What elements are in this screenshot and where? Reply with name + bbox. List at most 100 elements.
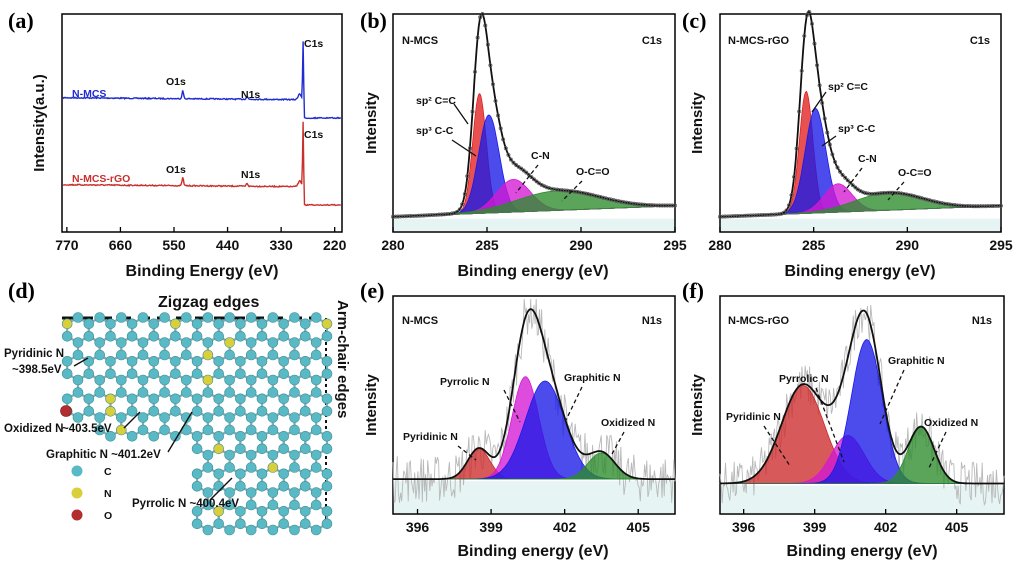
b-data-point xyxy=(665,203,670,208)
carbon-atom xyxy=(181,337,192,348)
b-data-point xyxy=(647,203,652,208)
b-data-point xyxy=(416,213,421,218)
b-data-point xyxy=(667,203,672,208)
c-data-point xyxy=(799,68,804,73)
nitrogen-atom xyxy=(105,393,116,405)
carbon-atom xyxy=(267,337,279,348)
carbon-atom xyxy=(83,355,95,367)
panel-c-xticks: 280 285 290 295 xyxy=(708,227,1013,253)
c-data-point xyxy=(769,212,774,217)
f-envelope xyxy=(720,309,1004,485)
panel-c-comp-cn: C-N xyxy=(858,153,877,165)
c-data-point xyxy=(940,201,945,206)
carbon-atom xyxy=(256,468,268,480)
c-data-point xyxy=(981,204,986,209)
carbon-atom xyxy=(299,368,311,380)
b-data-point xyxy=(580,190,585,195)
c-data-point xyxy=(835,165,840,170)
carbon-atom xyxy=(235,430,246,442)
carbon-atom xyxy=(267,412,279,423)
carbon-atom xyxy=(181,387,192,398)
b-data-point xyxy=(506,152,511,157)
panel-c-label: (c) xyxy=(682,8,706,33)
carbon-atom xyxy=(137,349,149,361)
c-data-point xyxy=(922,196,927,201)
b-data-point xyxy=(598,195,603,200)
carbon-atom xyxy=(224,524,235,536)
carbon-atom xyxy=(299,330,311,342)
c-data-point xyxy=(789,193,794,198)
b-data-point xyxy=(424,213,429,218)
carbon-atom xyxy=(256,355,268,367)
carbon-atom xyxy=(191,330,203,342)
b-data-point xyxy=(462,192,467,197)
b-data-point xyxy=(603,196,608,201)
b-data-point xyxy=(560,188,565,193)
carbon-atom xyxy=(289,337,300,348)
b-data-point xyxy=(491,82,495,87)
carbon-atom xyxy=(213,393,224,405)
carbon-atom xyxy=(289,424,300,436)
carbon-atom xyxy=(289,412,300,423)
carbon-atom xyxy=(148,430,160,442)
carbon-atom xyxy=(126,318,138,330)
panel-a-curves xyxy=(62,41,342,207)
carbon-atom xyxy=(310,337,322,348)
b-data-point xyxy=(591,193,595,198)
b-data-point xyxy=(662,203,667,208)
b-data-point xyxy=(470,109,475,114)
panel-c-tick-label: 290 xyxy=(896,237,920,253)
panel-e-tick-label: 402 xyxy=(553,519,577,535)
carbon-atom xyxy=(224,424,235,436)
carbon-atom xyxy=(256,393,268,405)
panel-b-region: C1s xyxy=(642,35,662,47)
panel-e-tick-label: 399 xyxy=(479,519,503,535)
panel-f-annotation-arrows xyxy=(763,369,947,471)
b-data-point xyxy=(562,188,567,193)
c-data-point xyxy=(999,203,1003,208)
carbon-atom xyxy=(224,349,235,361)
c-data-point xyxy=(993,203,998,208)
carbon-atom xyxy=(61,368,73,380)
carbon-atom xyxy=(83,318,95,330)
carbon-atom xyxy=(299,393,311,405)
e-component-3 xyxy=(393,452,675,480)
carbon-atom xyxy=(202,487,214,498)
carbon-atom xyxy=(235,393,246,405)
c-data-point xyxy=(963,203,968,208)
carbon-atom xyxy=(105,430,116,442)
panel-d-top-caption: Zigzag edges xyxy=(158,294,259,311)
panel-e-label: (e) xyxy=(360,278,384,303)
carbon-atom xyxy=(148,405,160,417)
carbon-atom xyxy=(267,487,279,498)
b-data-point xyxy=(391,214,395,219)
panel-a-legend-nmcs: N-MCS xyxy=(72,88,106,100)
c-data-point xyxy=(850,183,855,188)
c-data-point xyxy=(822,116,827,121)
panel-e-tick-label: 405 xyxy=(627,519,651,535)
carbon-atom xyxy=(94,387,105,398)
carbon-atom xyxy=(256,430,268,442)
b-data-point xyxy=(673,203,677,208)
panel-f-comp-oxidized: Oxidized N xyxy=(924,417,978,429)
carbon-atom xyxy=(235,480,246,492)
c-data-point xyxy=(988,204,993,209)
note-oxidized-energy: ~403.5eV xyxy=(62,423,112,435)
b-data-point xyxy=(632,201,636,206)
b-data-point xyxy=(621,200,626,205)
carbon-atom xyxy=(245,499,257,511)
nitrogen-atom xyxy=(202,349,214,361)
carbon-atom xyxy=(310,387,322,398)
c-data-point xyxy=(723,214,728,219)
carbon-atom xyxy=(116,312,127,323)
carbon-atom xyxy=(299,430,311,442)
c-data-point xyxy=(947,202,952,207)
c-data-point xyxy=(810,21,814,26)
carbon-atom xyxy=(126,368,138,380)
b-data-point xyxy=(478,15,483,20)
carbon-atom xyxy=(202,449,214,461)
b-data-point xyxy=(644,202,649,207)
carbon-atom xyxy=(289,387,300,398)
b-data-point xyxy=(660,203,665,208)
c-data-point xyxy=(973,204,978,209)
